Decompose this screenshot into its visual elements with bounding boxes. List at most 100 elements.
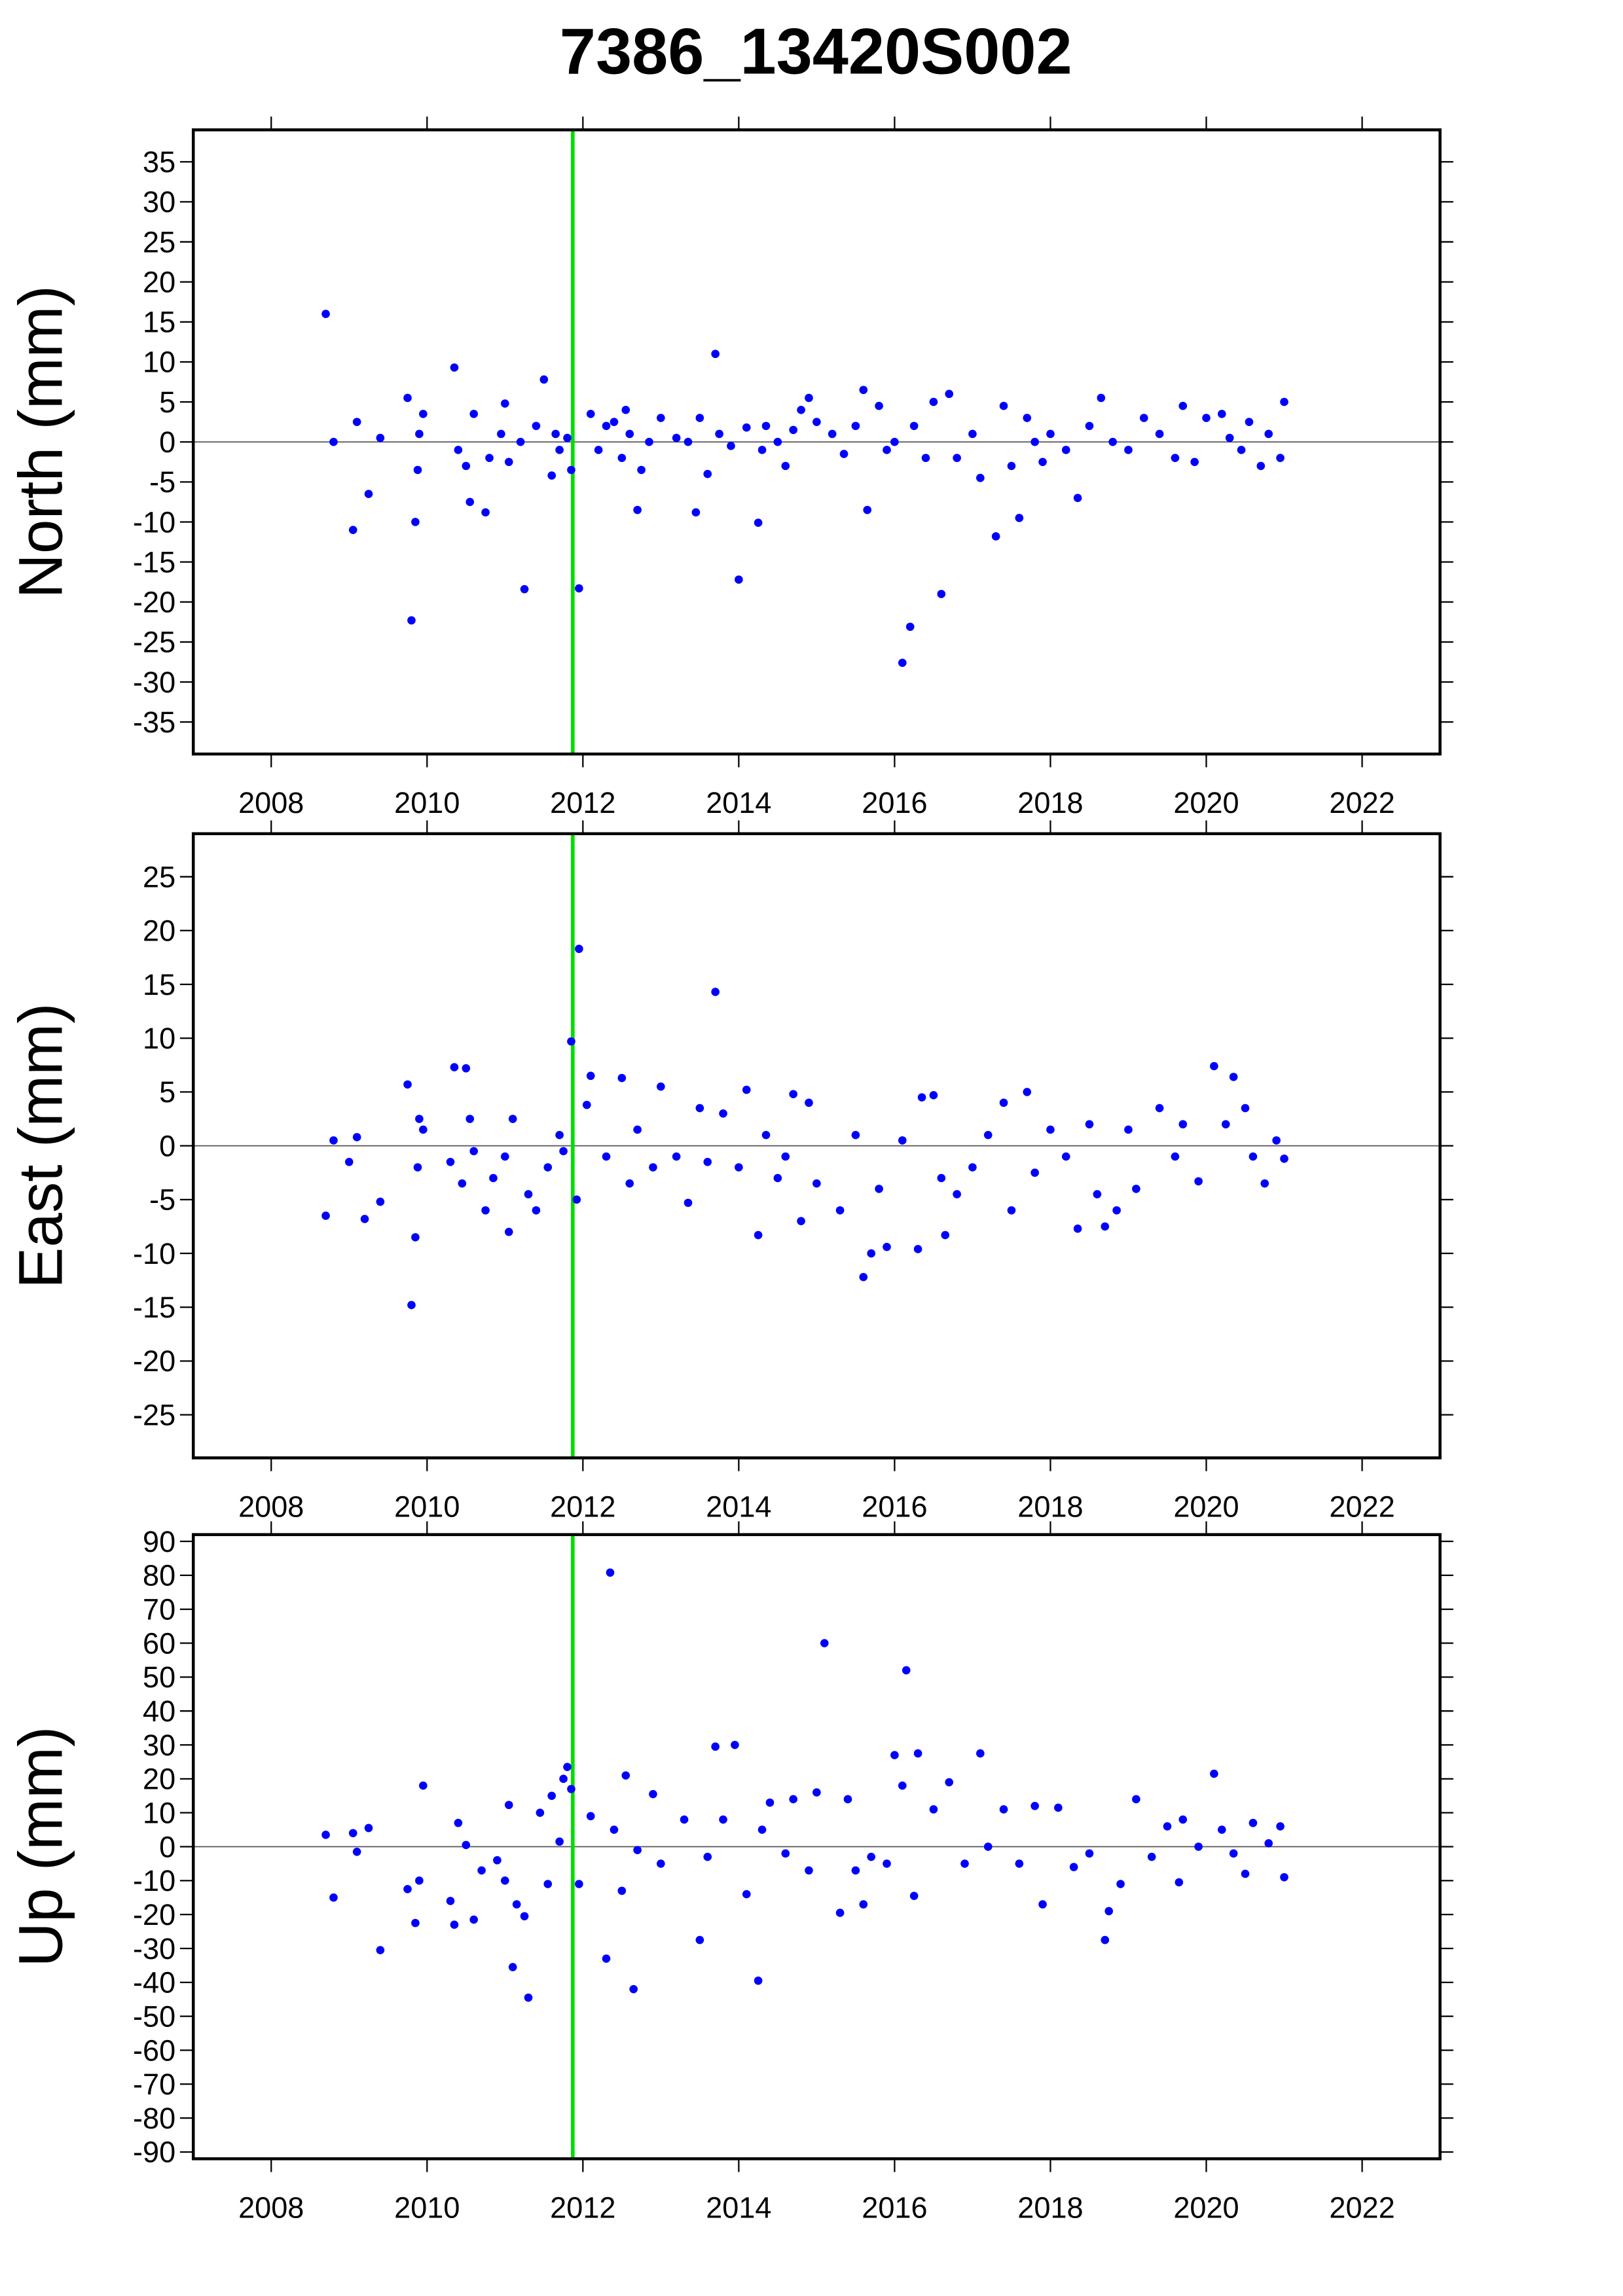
point (657, 1859, 665, 1868)
y-axis-label: East (mm) (7, 1003, 76, 1289)
point (617, 1073, 627, 1083)
point (719, 1109, 727, 1118)
point (1280, 1873, 1288, 1882)
y-tick-label: -25 (133, 1398, 175, 1431)
y-tick-label: 35 (143, 145, 175, 179)
point (617, 1886, 627, 1895)
point (551, 429, 560, 439)
point (610, 1825, 619, 1834)
x-tick-label: 2022 (1329, 1490, 1395, 1524)
point (835, 1909, 845, 1917)
point (684, 1198, 693, 1208)
point (863, 505, 872, 514)
point (773, 1174, 782, 1183)
x-tick-label: 2008 (238, 786, 304, 819)
y-tick-label: -20 (133, 586, 175, 619)
point (469, 1147, 479, 1156)
point (960, 1859, 969, 1868)
y-tick-label: -10 (133, 1864, 175, 1897)
y-tick-label: -25 (133, 626, 175, 659)
y-tick-label: 10 (143, 346, 175, 379)
y-tick-label: 10 (143, 1796, 175, 1829)
y-axis-label: Up (mm) (7, 1726, 76, 1967)
point (411, 1918, 420, 1928)
point (797, 1217, 805, 1226)
y-axis-label: North (mm) (7, 285, 76, 599)
point (567, 465, 575, 475)
x-tick-label: 2018 (1017, 2191, 1083, 2225)
point (504, 457, 513, 467)
point (875, 401, 883, 410)
point (890, 437, 899, 446)
point (691, 508, 701, 517)
point (625, 1179, 634, 1188)
point (633, 1125, 642, 1134)
point (1132, 1795, 1140, 1804)
point (812, 1179, 821, 1188)
point (1023, 1088, 1032, 1096)
point (781, 1152, 790, 1161)
y-tick-label: 0 (159, 1830, 175, 1863)
point (851, 1130, 860, 1139)
point (504, 1801, 513, 1810)
point (512, 1900, 521, 1909)
point (539, 375, 549, 384)
point (991, 532, 1000, 541)
point (1046, 429, 1055, 439)
point (594, 446, 603, 454)
y-tick-label: 0 (159, 1129, 175, 1162)
point (945, 1778, 954, 1787)
point (1260, 1179, 1269, 1188)
point (1194, 1177, 1203, 1186)
x-tick-label: 2014 (706, 2191, 771, 2225)
point (1015, 514, 1024, 522)
point (754, 1976, 763, 1985)
x-tick-label: 2012 (550, 2191, 615, 2225)
point (1264, 429, 1273, 439)
point (1073, 1224, 1082, 1233)
figure-title: 7386_13420S002 (560, 16, 1072, 88)
point (352, 1847, 361, 1856)
plot-frame (191, 1533, 1442, 2161)
point (637, 465, 646, 475)
point (411, 518, 420, 526)
point (649, 1789, 657, 1799)
point (999, 1805, 1008, 1814)
point (1030, 1801, 1039, 1810)
point (1237, 446, 1246, 454)
point (508, 1963, 517, 1971)
point (415, 1115, 424, 1123)
point (754, 1230, 763, 1240)
y-tick-label: -80 (133, 2102, 175, 2135)
point (953, 454, 961, 462)
y-tick-label: 30 (143, 1729, 175, 1762)
point (1229, 1073, 1238, 1081)
point (789, 425, 797, 435)
point (742, 423, 751, 432)
x-tick-label: 2022 (1329, 786, 1395, 819)
point (1225, 433, 1234, 442)
y-tick-label: -15 (133, 1291, 175, 1324)
point (508, 1115, 517, 1123)
point (348, 1829, 357, 1838)
point (773, 437, 782, 446)
point (1178, 1815, 1188, 1824)
point (376, 433, 385, 442)
point (1241, 1869, 1250, 1878)
x-tick-label: 2014 (706, 786, 771, 819)
point (575, 1880, 583, 1888)
point (1178, 401, 1188, 410)
point (695, 414, 704, 422)
point (536, 1808, 545, 1817)
point (1124, 1125, 1133, 1134)
point (563, 1763, 572, 1772)
point (329, 1893, 338, 1902)
point (1272, 1136, 1281, 1145)
point (917, 1093, 926, 1102)
point (1202, 414, 1211, 422)
point (789, 1090, 797, 1099)
point (941, 1230, 950, 1240)
point (761, 1130, 771, 1139)
point (413, 1163, 422, 1172)
point (1241, 1103, 1250, 1113)
